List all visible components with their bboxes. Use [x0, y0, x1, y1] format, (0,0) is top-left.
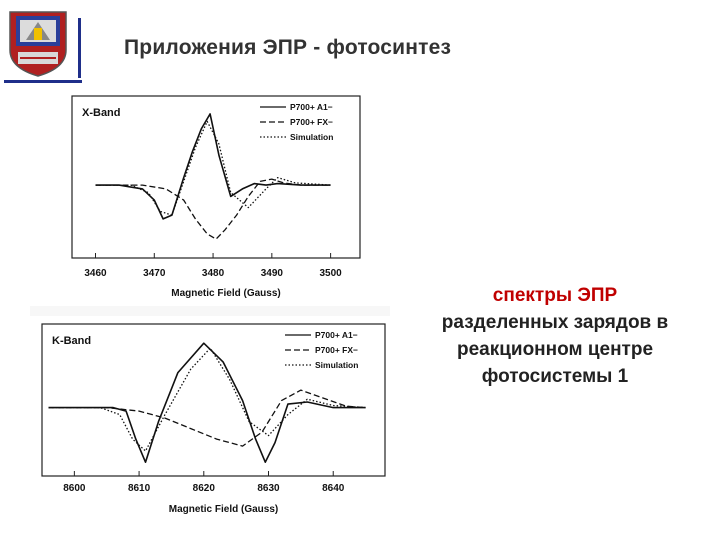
x-tick-label: 8610: [128, 483, 151, 494]
university-logo: [6, 6, 70, 78]
plot-frame: [71, 95, 361, 259]
k-band-panel: K-Band 8600 8610 8620 8630 8640 Magnetic Field…: [30, 316, 390, 523]
slide-caption: спектры ЭПР разделенных зарядов в реакци…: [390, 282, 720, 390]
x-tick-label: 3470: [143, 268, 166, 279]
spectrum-line-dotted: [95, 120, 331, 216]
legend-label: P700+ A1−: [315, 330, 358, 340]
x-tick-label: 8600: [63, 483, 86, 494]
x-tick-label: 8630: [257, 483, 280, 494]
legend-label: Simulation: [315, 360, 358, 370]
legend-label: Simulation: [290, 132, 333, 142]
spectrum-line-dotted: [48, 347, 366, 452]
legend-label: P700+ FX−: [315, 345, 358, 355]
x-tick-label: 3490: [261, 268, 284, 279]
x-band-chart: X-Band 3460 3470 3480 3490 3500 Magnetic Field…: [71, 95, 361, 299]
x-axis-label: Magnetic Field (Gauss): [171, 288, 280, 299]
epr-spectra-figure: X-Band 3460 3470 3480 3490 3500 Magnetic Field…: [30, 88, 390, 523]
k-band-chart: K-Band 8600 8610 8620 8630 8640 Magnetic Field…: [41, 323, 386, 515]
spectrum-line-solid: [95, 113, 331, 220]
band-label: K-Band: [52, 335, 91, 347]
spectrum-line-dashed: [48, 389, 366, 447]
caption-line-4: фотосистемы 1: [481, 366, 629, 387]
legend-label: P700+ A1−: [290, 102, 333, 112]
x-tick-label: 3480: [202, 268, 225, 279]
title-divider-vertical: [78, 18, 81, 78]
legend-label: P700+ FX−: [290, 117, 333, 127]
title-divider-horizontal: [4, 80, 82, 83]
plot-frame: [41, 323, 386, 477]
x-band-panel: X-Band 3460 3470 3480 3490 3500 Magnetic Field…: [30, 88, 390, 306]
spectrum-line-dashed: [95, 178, 331, 240]
slide-title: Приложения ЭПР - фотосинтез: [124, 36, 452, 59]
caption-line-2: разделенных зарядов в: [441, 312, 669, 333]
caption-line-3: реакционном центре: [456, 339, 654, 360]
x-tick-label: 3500: [319, 268, 342, 279]
caption-line-1: спектры ЭПР: [492, 285, 618, 306]
x-tick-label: 8640: [322, 483, 345, 494]
x-tick-label: 8620: [193, 483, 216, 494]
x-axis-label: Magnetic Field (Gauss): [169, 504, 278, 515]
band-label: X-Band: [82, 107, 121, 119]
x-tick-label: 3460: [84, 268, 107, 279]
